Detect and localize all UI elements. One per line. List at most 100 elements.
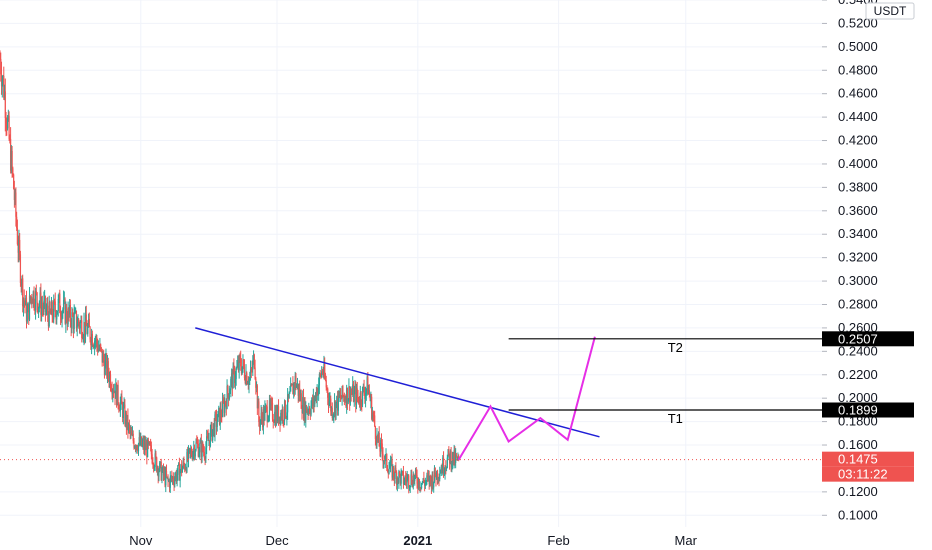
candle-down xyxy=(234,367,236,384)
candle-down xyxy=(244,377,246,384)
candle-down xyxy=(167,476,169,482)
candle-up xyxy=(420,483,423,489)
price-tick-label: 0.5400 xyxy=(838,0,878,7)
candle-down xyxy=(411,483,414,487)
candle-up xyxy=(426,475,428,481)
candle-down xyxy=(312,398,314,406)
candle-down xyxy=(391,460,393,478)
candle-up xyxy=(106,361,109,376)
candle-down xyxy=(124,404,126,425)
candle-down xyxy=(16,227,19,245)
candle-up xyxy=(116,384,118,406)
candle-up xyxy=(45,309,47,312)
candle-down xyxy=(152,463,154,465)
candle-down xyxy=(378,432,380,447)
candle-down xyxy=(336,396,339,411)
candle-down xyxy=(449,453,451,464)
candle-up xyxy=(99,344,101,350)
candle-down xyxy=(442,457,445,474)
candle-up xyxy=(126,414,128,428)
candle-up xyxy=(401,471,403,473)
candle-up xyxy=(192,452,194,459)
candle-down xyxy=(66,307,68,321)
time-tick-label: 2021 xyxy=(403,533,432,548)
candle-up xyxy=(146,439,149,458)
candle-down xyxy=(445,467,447,469)
candle-up xyxy=(366,377,368,389)
candle-up xyxy=(143,442,146,450)
resistance-trendline[interactable] xyxy=(195,327,600,438)
projection-path[interactable] xyxy=(457,336,596,461)
candle-down xyxy=(164,471,166,486)
candle-up xyxy=(193,447,195,453)
candle-down xyxy=(402,471,404,473)
candle-up xyxy=(135,445,137,449)
candle-up xyxy=(237,362,239,367)
candle-down xyxy=(340,398,342,400)
candle-up xyxy=(353,390,355,402)
candle-up xyxy=(77,319,79,327)
candle-down xyxy=(393,475,395,480)
candle-down xyxy=(140,436,143,446)
candle-up xyxy=(142,440,144,444)
candle-down xyxy=(261,412,263,419)
candle-down xyxy=(3,76,5,98)
candle-down xyxy=(64,299,66,324)
candle-up xyxy=(128,423,130,431)
candle-down xyxy=(418,479,420,488)
candle-down xyxy=(155,453,157,458)
candle-down xyxy=(382,453,384,463)
candle-down xyxy=(309,412,311,415)
candle-down xyxy=(324,364,326,378)
candle-down xyxy=(173,481,175,485)
candle-down xyxy=(196,442,198,444)
price-axis-panel[interactable] xyxy=(822,0,932,530)
candle-up xyxy=(159,462,161,472)
candle-down xyxy=(221,416,223,418)
candle-up xyxy=(385,454,387,456)
candle-up xyxy=(62,309,64,313)
candle-down xyxy=(98,348,100,350)
candle-down xyxy=(150,445,152,455)
candle-up xyxy=(445,467,448,469)
price-tick-label: 0.4000 xyxy=(838,156,878,171)
candle-down xyxy=(22,278,24,307)
candle-up xyxy=(333,412,335,416)
candle-down xyxy=(153,463,155,468)
candle-down xyxy=(121,396,123,405)
candle-up xyxy=(349,393,352,403)
candle-down xyxy=(150,444,152,446)
candle-up xyxy=(41,305,43,315)
candle-down xyxy=(31,297,33,301)
candle-up xyxy=(97,348,99,352)
candle-down xyxy=(89,327,91,340)
candle-down xyxy=(168,480,171,488)
candle-up xyxy=(361,386,364,405)
candle-down xyxy=(31,300,34,304)
candle-down xyxy=(357,396,359,398)
candle-up xyxy=(22,298,25,307)
candle-up xyxy=(306,410,308,413)
price-tick-label: 0.3000 xyxy=(838,273,878,288)
candle-down xyxy=(271,402,274,420)
candle-up xyxy=(79,322,81,329)
candle-down xyxy=(351,393,353,395)
candle-down xyxy=(84,322,86,336)
drawings[interactable]: T2 T1 xyxy=(0,327,822,461)
candle-up xyxy=(389,466,391,469)
candle-up xyxy=(94,340,96,342)
candle-up xyxy=(62,300,65,310)
candle-up xyxy=(321,371,323,377)
candle-down xyxy=(72,312,74,317)
time-axis-panel[interactable] xyxy=(0,527,932,550)
candle-up xyxy=(433,467,436,482)
candle-down xyxy=(165,470,168,477)
currency-badge[interactable]: USDT xyxy=(865,2,915,20)
candle-down xyxy=(338,391,340,397)
candle-down xyxy=(129,427,131,434)
currency-badge-box xyxy=(865,2,915,20)
candle-up xyxy=(318,374,321,386)
candle-down xyxy=(28,303,30,320)
